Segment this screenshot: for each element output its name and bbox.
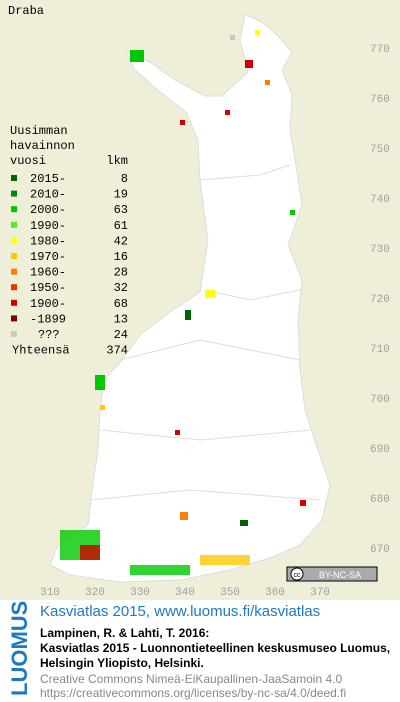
- legend-count: 42: [114, 234, 128, 248]
- northing-label: 700: [370, 394, 390, 406]
- easting-label: 370: [310, 587, 330, 599]
- logo: LUOMUS: [7, 601, 32, 696]
- citation-line: Lampinen, R. & Lahti, T. 2016:: [40, 626, 209, 640]
- northing-label: 740: [370, 194, 390, 206]
- legend-count: 16: [114, 250, 128, 264]
- legend-label: -1899: [30, 312, 66, 326]
- legend-swatch: [11, 268, 17, 275]
- legend-label: 1970-: [30, 250, 66, 264]
- legend-swatch: [11, 190, 17, 197]
- legend-swatch: [11, 237, 17, 244]
- easting-label: 320: [85, 587, 105, 599]
- legend-label: 1960-: [30, 266, 66, 280]
- license-line: https://creativecommons.org/licenses/by-…: [40, 686, 346, 700]
- easting-label: 340: [175, 587, 195, 599]
- northing-label: 710: [370, 344, 390, 356]
- northing-label: 690: [370, 444, 390, 456]
- legend-total-label: Yhteensä: [12, 344, 70, 358]
- easting-label: 330: [130, 587, 150, 599]
- license-badge-text: BY-NC-SA: [319, 570, 361, 580]
- legend-count: 32: [114, 281, 128, 295]
- region-borders: [89, 164, 321, 501]
- legend-swatch: [11, 253, 17, 259]
- legend-label: 1980-: [30, 234, 66, 248]
- legend-count: 19: [114, 188, 128, 202]
- license-badge: cc BY-NC-SA: [286, 566, 378, 582]
- legend-label: 1990-: [30, 219, 66, 233]
- legend-swatch: [11, 206, 17, 213]
- legend-label: 1950-: [30, 281, 66, 295]
- map-title: Draba: [8, 4, 44, 18]
- legend-label: 2000-: [30, 203, 66, 217]
- legend-swatch: [11, 315, 17, 322]
- northing-label: 770: [370, 44, 390, 56]
- northing-label: 760: [370, 94, 390, 106]
- legend-heading: vuosi: [10, 154, 46, 168]
- grid-labels: 770 760 750 740 730 720 710 700 690 680 670 310 320 3…: [40, 44, 390, 599]
- svg-text:cc: cc: [294, 572, 302, 579]
- legend-total: 374: [106, 344, 128, 358]
- legend-count-heading: lkm: [106, 154, 128, 168]
- northing-label: 730: [370, 244, 390, 256]
- legend-swatch: [11, 284, 17, 291]
- northing-label: 680: [370, 494, 390, 506]
- observation-squares: [60, 30, 306, 575]
- northing-label: 750: [370, 144, 390, 156]
- northing-label: 720: [370, 294, 390, 306]
- finland-outline: [49, 14, 331, 583]
- license-line: Creative Commons Nimeä-EiKaupallinen-Jaa…: [40, 672, 342, 686]
- legend-label: ???: [38, 328, 60, 342]
- easting-label: 310: [40, 587, 60, 599]
- northing-label: 670: [370, 544, 390, 556]
- footer-link[interactable]: Kasviatlas 2015, www.luomus.fi/kasviatla…: [40, 603, 320, 620]
- legend-count: 61: [114, 219, 128, 233]
- legend-count: 24: [114, 328, 128, 342]
- legend-label: 2015-: [30, 172, 66, 186]
- citation-line: Helsingin Yliopisto, Helsinki.: [40, 656, 204, 670]
- citation-line: Kasviatlas 2015 - Luonnontieteellinen ke…: [40, 641, 390, 655]
- legend-heading: havainnon: [10, 139, 75, 153]
- easting-label: 350: [220, 587, 240, 599]
- legend-count: 13: [114, 312, 128, 326]
- legend-count: 68: [114, 297, 128, 311]
- legend-swatch: [11, 299, 17, 306]
- legend-swatch: [11, 221, 17, 228]
- legend-count: 63: [114, 203, 128, 217]
- legend-swatch: [11, 331, 17, 337]
- legend-count: 28: [114, 266, 128, 280]
- legend-swatch: [11, 175, 17, 181]
- legend-heading: Uusimman: [10, 124, 68, 138]
- legend-label: 1900-: [30, 297, 66, 311]
- legend-count: 8: [121, 172, 128, 186]
- legend-label: 2010-: [30, 188, 66, 202]
- footer-text: Lampinen, R. & Lahti, T. 2016:Kasviatlas…: [40, 626, 390, 700]
- easting-label: 360: [265, 587, 285, 599]
